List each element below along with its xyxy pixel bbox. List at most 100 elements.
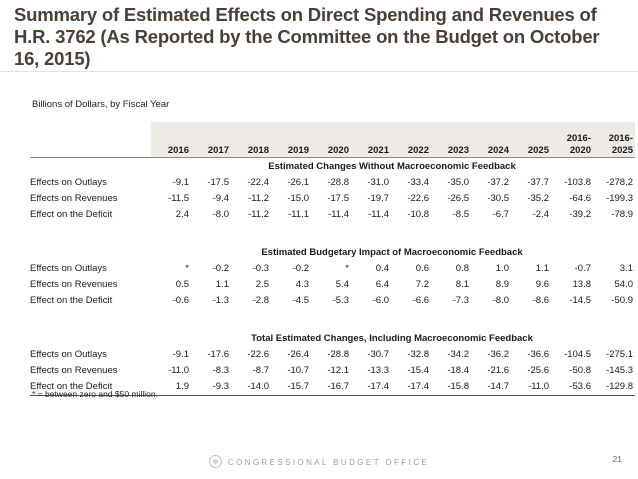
section-title-row: Estimated Budgetary Impact of Macroecono… <box>30 244 635 261</box>
value-cell: 1.0 <box>495 263 509 274</box>
value-cell: 9.6 <box>535 279 549 290</box>
value-cell: -199.3 <box>606 193 633 204</box>
value-cell: -28.8 <box>327 349 349 360</box>
value-cell: -278.2 <box>606 177 633 188</box>
row-label: Effects on Outlays <box>30 177 107 188</box>
section-title: Estimated Budgetary Impact of Macroecono… <box>261 247 523 258</box>
value-cell: -15.4 <box>407 365 429 376</box>
value-cell: -34.2 <box>447 349 469 360</box>
table-row: Effect on the Deficit 1.9 -9.3 -14.0 -15.7 -1… <box>30 379 635 396</box>
value-cell: -28.8 <box>327 177 349 188</box>
value-cell: -36.2 <box>487 349 509 360</box>
column-header: 2016- 2025 <box>593 122 635 158</box>
value-cell: 8.9 <box>495 279 509 290</box>
value-cell: 6.4 <box>375 279 389 290</box>
value-cell: -14.7 <box>471 379 511 396</box>
value-cell: -103.8 <box>564 177 591 188</box>
value-cell: -17.6 <box>207 349 229 360</box>
value-cell: 13.8 <box>572 279 592 290</box>
value-cell: -11.2 <box>248 193 269 204</box>
value-cell: -0.6 <box>172 295 189 306</box>
value-cell: -9.4 <box>212 193 229 204</box>
value-cell: -5.3 <box>332 295 349 306</box>
value-cell: 2.5 <box>255 279 269 290</box>
value-cell: -8.5 <box>452 209 469 220</box>
column-header: 2019 <box>271 122 311 158</box>
column-header: 2023 <box>431 122 471 158</box>
value-cell: 5.4 <box>335 279 349 290</box>
value-cell: -33.4 <box>407 177 429 188</box>
value-cell: 1.1 <box>215 279 229 290</box>
budget-effects-table: 2016 2017 2018 2019 2020 2021 2022 2023 2024 2025… <box>30 122 635 396</box>
value-cell: 3.1 <box>619 263 633 274</box>
value-cell: -13.3 <box>367 365 389 376</box>
value-cell: -0.7 <box>574 263 591 274</box>
units-label: Billions of Dollars, by Fiscal Year <box>32 99 170 110</box>
value-cell: -30.7 <box>367 349 389 360</box>
value-cell: * <box>345 263 349 274</box>
value-cell: -0.2 <box>292 263 309 274</box>
section-title-row: Total Estimated Changes, Including Macro… <box>30 330 635 347</box>
value-cell: -8.0 <box>212 209 229 220</box>
value-cell: -22.6 <box>247 349 269 360</box>
value-cell: -104.5 <box>564 349 591 360</box>
row-label: Effects on Revenues <box>30 279 118 290</box>
value-cell: -8.0 <box>492 295 509 306</box>
value-cell: -25.6 <box>527 365 549 376</box>
value-cell: -26.5 <box>447 193 469 204</box>
slide-title: Summary of Estimated Effects on Direct S… <box>14 4 600 69</box>
value-cell: -22.6 <box>407 193 429 204</box>
value-cell: -78.9 <box>611 209 633 220</box>
value-cell: -11.4 <box>368 209 389 220</box>
value-cell: -17.5 <box>207 177 229 188</box>
value-cell: -1.3 <box>212 295 229 306</box>
table-header-row: 2016 2017 2018 2019 2020 2021 2022 2023 2024 2025… <box>30 122 635 158</box>
row-label: Effect on the Deficit <box>30 379 151 396</box>
footer-org: CONGRESSIONAL BUDGET OFFICE <box>227 458 430 467</box>
value-cell: -129.8 <box>593 379 635 396</box>
value-cell: -15.8 <box>431 379 471 396</box>
section-spacer <box>30 309 635 330</box>
value-cell: -10.7 <box>287 365 309 376</box>
value-cell: 1.1 <box>535 263 549 274</box>
column-header: 2024 <box>471 122 511 158</box>
value-cell: -18.4 <box>447 365 469 376</box>
value-cell: -37.2 <box>487 177 509 188</box>
value-cell: -2.8 <box>252 295 269 306</box>
table-row: Effects on Revenues -11.5 -9.4 -11.2 -15.0 -1… <box>30 191 635 207</box>
value-cell: -36.6 <box>527 349 549 360</box>
value-cell: -17.5 <box>327 193 349 204</box>
value-cell: -6.7 <box>492 209 509 220</box>
value-cell: 2.4 <box>175 209 189 220</box>
title-divider <box>0 71 638 72</box>
value-cell: -32.8 <box>407 349 429 360</box>
value-cell: -7.3 <box>452 295 469 306</box>
value-cell: -26.1 <box>287 177 309 188</box>
header-label-cell <box>30 122 151 158</box>
value-cell: -17.4 <box>351 379 391 396</box>
section-title-row: Estimated Changes Without Macroeconomic … <box>30 158 635 176</box>
value-cell: 8.1 <box>455 279 469 290</box>
cbo-seal-icon <box>208 455 222 468</box>
value-cell: 0.5 <box>175 279 189 290</box>
value-cell: -11.0 <box>168 365 189 376</box>
value-cell: -8.6 <box>532 295 549 306</box>
value-cell: -9.3 <box>191 379 231 396</box>
value-cell: 0.4 <box>375 263 389 274</box>
value-cell: -11.2 <box>248 209 269 220</box>
footer: CONGRESSIONAL BUDGET OFFICE <box>0 455 638 468</box>
table-row: Effects on Revenues 0.5 1.1 2.5 4.3 5.4 6.4 7.2… <box>30 277 635 293</box>
row-label: Effect on the Deficit <box>30 209 113 220</box>
value-cell: -8.7 <box>252 365 269 376</box>
value-cell: -11.0 <box>511 379 551 396</box>
value-cell: 4.3 <box>295 279 309 290</box>
column-header: 2025 <box>511 122 551 158</box>
value-cell: * <box>185 263 189 274</box>
value-cell: -37.7 <box>527 177 549 188</box>
row-label: Effect on the Deficit <box>30 295 113 306</box>
table-row: Effects on Revenues -11.0 -8.3 -8.7 -10.7 -12… <box>30 363 635 379</box>
value-cell: -6.6 <box>412 295 429 306</box>
value-cell: -2.4 <box>532 209 549 220</box>
table-row: Effects on Outlays * -0.2 -0.3 -0.2 * 0.4 0.6 0.… <box>30 261 635 277</box>
value-cell: -0.3 <box>252 263 269 274</box>
